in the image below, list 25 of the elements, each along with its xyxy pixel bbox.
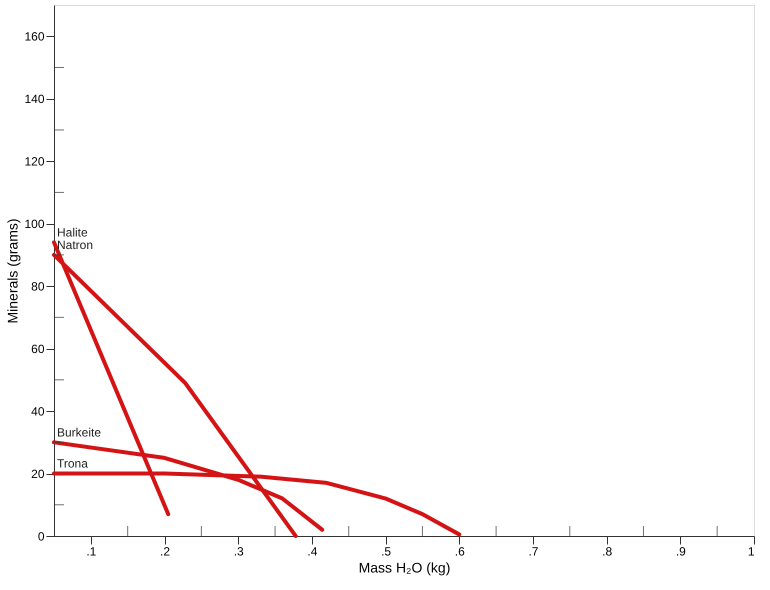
x-tick-label: .4 [307,544,318,558]
x-tick-label: 1 [748,544,755,558]
y-tick-label: 100 [24,217,45,232]
y-tick-label: 20 [31,467,45,482]
y-tick-label: 0 [38,530,45,544]
series-label: Trona [57,456,88,471]
y-tick-label: 160 [24,30,45,44]
series-label: Burkeite [57,425,102,440]
x-tick-label: .5 [381,544,392,558]
y-axis-title: Minerals (grams) [4,218,20,324]
x-tick-label: .8 [602,544,612,558]
x-tick-label: .9 [676,544,686,558]
x-tick-label: .7 [528,544,539,558]
y-tick-label: 120 [24,154,45,169]
x-tick-label: .1 [86,544,97,558]
series-label: Natron [57,238,94,252]
x-axis-title: Mass H₂O (kg) [358,560,450,576]
y-tick-label: 40 [31,404,45,419]
x-tick-label: .6 [454,544,466,558]
series-label: Halite [57,225,88,240]
x-tick-label: .2 [160,544,170,558]
y-tick-label: 80 [31,280,45,294]
y-tick-label: 60 [31,342,45,356]
x-tick-label: .3 [234,544,244,558]
y-tick-label: 140 [24,92,45,106]
